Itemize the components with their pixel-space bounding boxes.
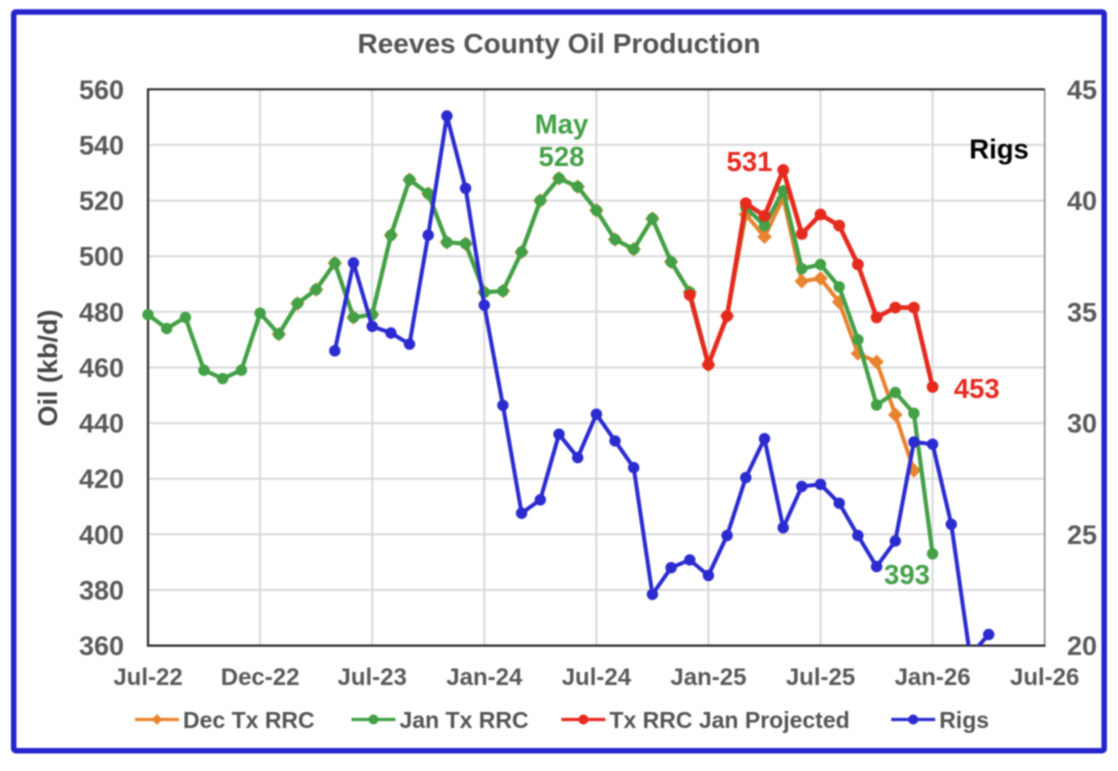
svg-text:460: 460: [79, 353, 124, 383]
svg-text:Jan-25: Jan-25: [670, 664, 746, 691]
svg-text:540: 540: [79, 130, 124, 160]
svg-text:35: 35: [1067, 297, 1097, 327]
svg-text:380: 380: [79, 576, 124, 606]
svg-text:Dec-22: Dec-22: [221, 664, 300, 691]
svg-text:Jul-25: Jul-25: [786, 664, 855, 691]
svg-text:440: 440: [79, 409, 124, 439]
svg-text:45: 45: [1067, 75, 1097, 105]
svg-text:528: 528: [539, 141, 585, 172]
svg-text:520: 520: [79, 186, 124, 216]
svg-text:Jul-23: Jul-23: [338, 664, 407, 691]
svg-text:480: 480: [79, 297, 124, 327]
svg-text:May: May: [535, 109, 589, 140]
svg-text:Jul-22: Jul-22: [113, 664, 182, 691]
svg-text:420: 420: [79, 464, 124, 494]
svg-text:25: 25: [1067, 520, 1097, 550]
svg-text:Rigs: Rigs: [939, 707, 989, 733]
svg-text:Reeves County Oil Production: Reeves County Oil Production: [358, 28, 761, 59]
svg-text:360: 360: [79, 631, 124, 661]
svg-text:560: 560: [79, 75, 124, 105]
svg-text:Oil (kb/d): Oil (kb/d): [33, 310, 63, 427]
svg-text:Jan Tx RRC: Jan Tx RRC: [400, 707, 529, 733]
svg-text:400: 400: [79, 520, 124, 550]
svg-text:Dec Tx RRC: Dec Tx RRC: [183, 707, 315, 733]
svg-text:Tx RRC Jan Projected: Tx RRC Jan Projected: [609, 707, 849, 733]
svg-text:393: 393: [884, 559, 930, 590]
svg-text:Jul-24: Jul-24: [562, 664, 632, 691]
svg-text:500: 500: [79, 242, 124, 272]
svg-text:Jan-26: Jan-26: [895, 664, 971, 691]
svg-text:Jan-24: Jan-24: [446, 664, 523, 691]
svg-text:40: 40: [1067, 186, 1097, 216]
svg-text:531: 531: [727, 146, 773, 177]
svg-text:453: 453: [954, 373, 1000, 404]
svg-text:Rigs: Rigs: [969, 134, 1029, 165]
svg-text:20: 20: [1067, 631, 1097, 661]
svg-text:Jul-26: Jul-26: [1010, 664, 1079, 691]
svg-text:30: 30: [1067, 409, 1097, 439]
